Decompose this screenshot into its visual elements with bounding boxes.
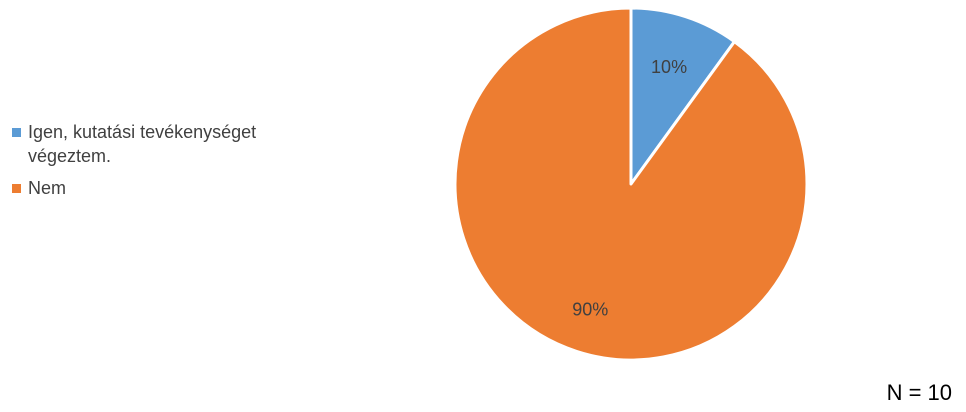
data-label-nem: 90% bbox=[572, 300, 608, 320]
legend-swatch-igen bbox=[12, 128, 21, 137]
legend-swatch-nem bbox=[12, 184, 21, 193]
data-label-igen: 10% bbox=[651, 57, 687, 77]
legend-item-igen: Igen, kutatási tevékenységet végeztem. bbox=[12, 120, 322, 168]
pie-slice-nem bbox=[453, 6, 809, 362]
sample-size-label: N = 10 bbox=[886, 380, 952, 405]
legend-item-nem: Nem bbox=[12, 176, 322, 200]
chart-legend: Igen, kutatási tevékenységet végeztem. N… bbox=[12, 120, 322, 208]
legend-label-nem: Nem bbox=[28, 178, 67, 198]
legend-label-igen: Igen, kutatási tevékenységet végeztem. bbox=[28, 122, 257, 166]
pie-slice-igen bbox=[629, 6, 736, 186]
